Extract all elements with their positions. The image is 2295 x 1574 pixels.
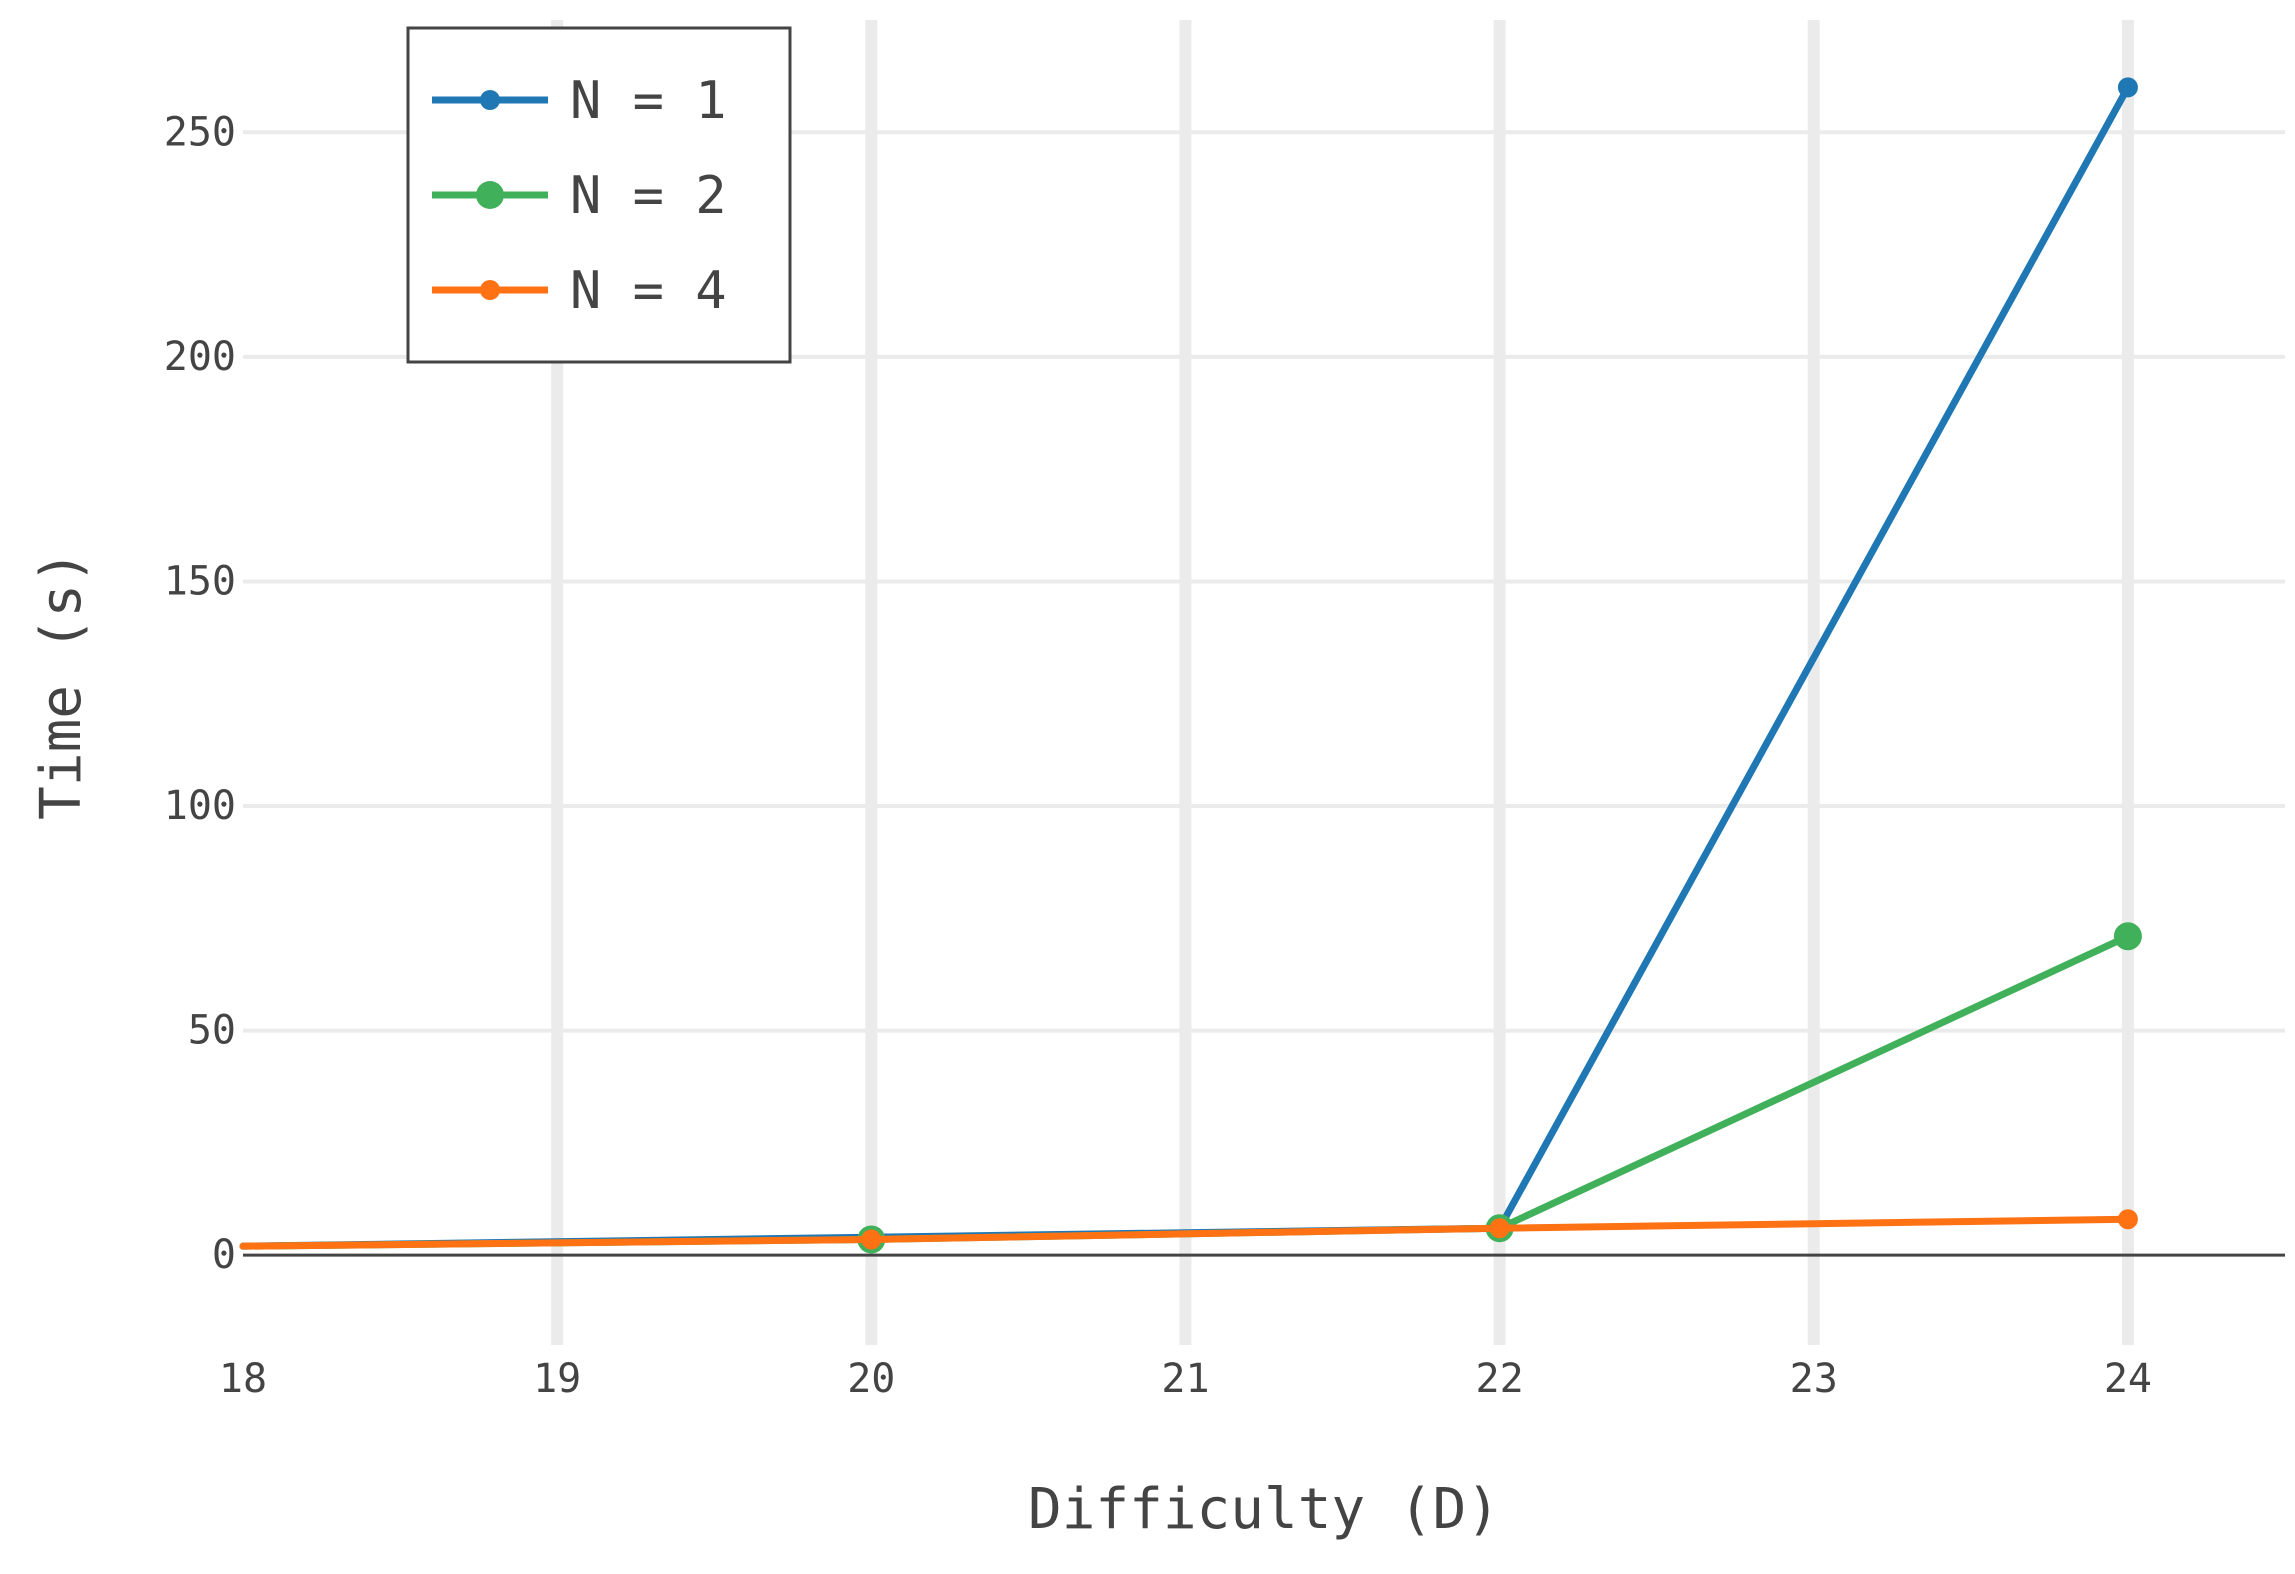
x-tick-label: 21 <box>1161 1356 1209 1402</box>
series-2 <box>239 922 2142 1254</box>
x-axis-title: Difficulty (D) <box>1028 1477 1500 1542</box>
x-tick-label: 19 <box>533 1356 581 1402</box>
legend-label: N = 4 <box>570 261 727 321</box>
series-group <box>239 77 2142 1254</box>
x-tick-label: 22 <box>1476 1356 1524 1402</box>
legend-label: N = 1 <box>570 71 727 131</box>
data-point <box>2117 77 2138 98</box>
legend-item: N = 1 <box>432 71 727 131</box>
legend-swatch-marker <box>480 280 500 300</box>
data-point <box>1489 1218 1510 1239</box>
legend-swatch-marker <box>480 90 500 110</box>
axes: 18 19 20 21 22 23 24 0 50 100 150 200 250 <box>164 109 2285 1402</box>
y-tick-label: 100 <box>164 783 236 829</box>
y-tick-label: 50 <box>188 1008 236 1054</box>
y-axis-title: Time (s) <box>29 550 94 820</box>
y-tick-label: 250 <box>164 109 236 155</box>
data-point <box>2113 922 2142 951</box>
series-3 <box>239 1209 2138 1250</box>
legend-item: N = 2 <box>432 166 727 226</box>
legend: N = 1 N = 2 N = 4 <box>406 26 792 364</box>
legend-swatch-marker <box>476 181 504 209</box>
x-tick-label: 24 <box>2104 1356 2152 1402</box>
data-point <box>861 1229 882 1250</box>
legend-label: N = 2 <box>570 166 727 226</box>
x-tick-label: 20 <box>847 1356 895 1402</box>
series-line <box>239 1215 2132 1250</box>
x-tick-label: 18 <box>219 1356 267 1402</box>
y-tick-label: 150 <box>164 558 236 604</box>
legend-item: N = 4 <box>432 261 727 321</box>
x-tick-label: 23 <box>1790 1356 1838 1402</box>
y-tick-label: 200 <box>164 334 236 380</box>
y-tick-label: 0 <box>212 1232 236 1278</box>
data-point <box>2117 1209 2138 1230</box>
